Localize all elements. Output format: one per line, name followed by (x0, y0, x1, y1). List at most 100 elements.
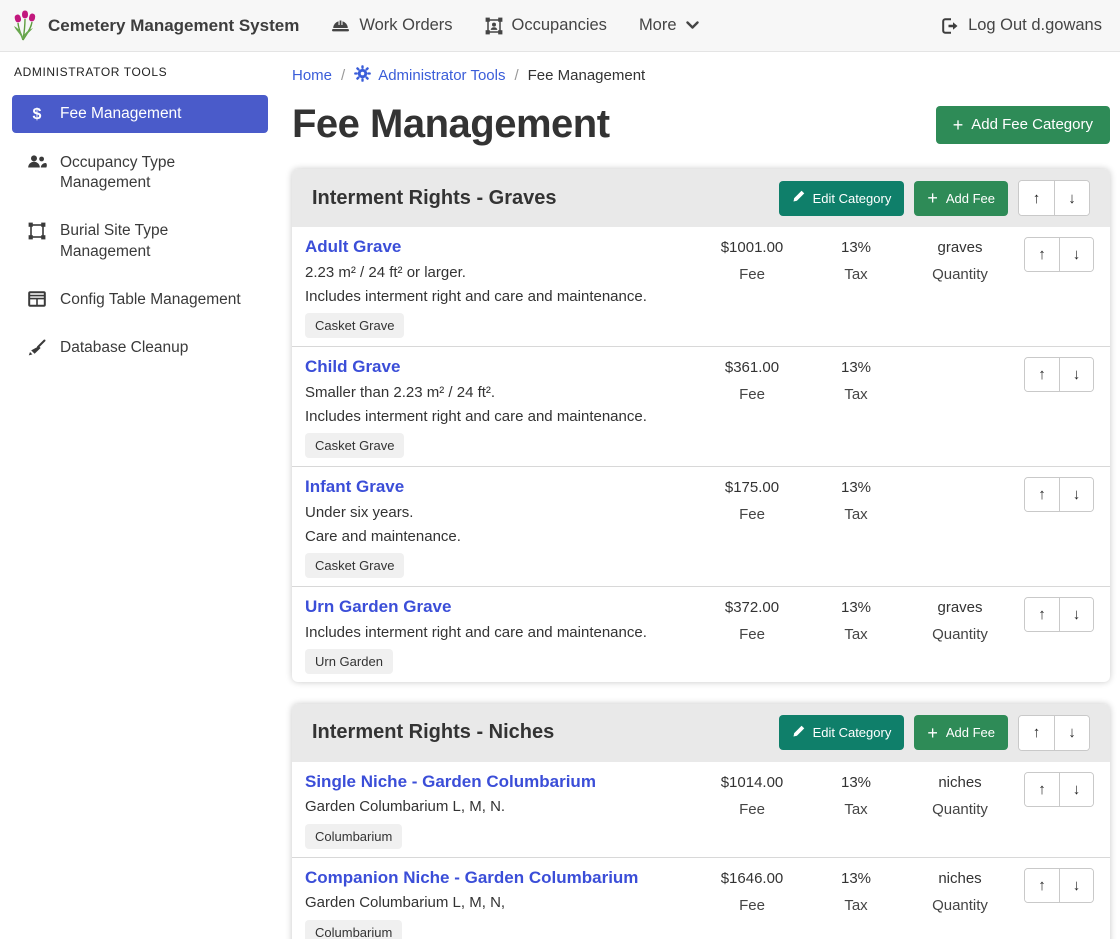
fee-description: Includes interment right and care and ma… (305, 408, 694, 425)
tulip-logo-icon (10, 10, 40, 42)
move-fee-down-button[interactable]: ↓ (1059, 478, 1093, 511)
fee-amount: $1646.00 (700, 870, 804, 888)
quantity-value: niches (908, 870, 1012, 888)
move-category-up-button[interactable]: ↑ (1019, 716, 1054, 750)
brand-link[interactable]: Cemetery Management System (10, 10, 299, 42)
fee-row: Single Niche - Garden Columbarium Garden… (292, 762, 1110, 858)
quantity-label: Quantity (908, 626, 1012, 644)
move-fee-up-button[interactable]: ↑ (1025, 773, 1059, 806)
nav-logout[interactable]: Log Out d.gowans (940, 16, 1102, 35)
fee-reorder-buttons: ↑ ↓ (1024, 477, 1094, 512)
sidebar-item-config-table-management[interactable]: Config Table Management (12, 282, 268, 318)
breadcrumb-current: Fee Management (528, 67, 646, 84)
brand-title: Cemetery Management System (48, 16, 299, 36)
fee-row: Urn Garden Grave Includes interment righ… (292, 587, 1110, 682)
fee-row: Adult Grave 2.23 m² / 24 ft² or larger. … (292, 227, 1110, 347)
tax-value: 13% (804, 239, 908, 257)
tax-column: 13% Tax (804, 357, 908, 404)
fee-description: 2.23 m² / 24 ft² or larger. (305, 264, 694, 281)
fee-amount: $1014.00 (700, 774, 804, 792)
fee-amount: $361.00 (700, 359, 804, 377)
nav-more-label: More (639, 16, 677, 35)
move-fee-down-button[interactable]: ↓ (1059, 238, 1093, 271)
top-navbar: Cemetery Management System Work Orders (0, 0, 1120, 52)
fee-type-badge: Columbarium (305, 920, 402, 939)
move-fee-down-button[interactable]: ↓ (1059, 773, 1093, 806)
sidebar-item-fee-management[interactable]: $ Fee Management (12, 95, 268, 133)
logout-icon (940, 17, 959, 35)
breadcrumb-home-link[interactable]: Home (292, 67, 332, 84)
add-fee-category-button[interactable]: + Add Fee Category (936, 106, 1110, 144)
fee-name-link[interactable]: Adult Grave (305, 237, 401, 257)
fee-category-card-graves: Interment Rights - Graves Edit Category … (292, 169, 1110, 682)
add-fee-label: Add Fee (946, 191, 995, 206)
nav-occupancies[interactable]: Occupancies (485, 16, 607, 35)
quantity-column-empty (908, 357, 1012, 359)
tax-label: Tax (804, 801, 908, 819)
category-title: Interment Rights - Niches (312, 721, 769, 744)
sidebar-item-label: Config Table Management (60, 290, 241, 310)
vector-square-icon (27, 222, 47, 240)
sidebar-item-database-cleanup[interactable]: Database Cleanup (12, 330, 268, 366)
hard-hat-icon (331, 17, 350, 34)
fee-name-link[interactable]: Companion Niche - Garden Columbarium (305, 868, 638, 888)
fee-description: Includes interment right and care and ma… (305, 288, 694, 305)
move-fee-down-button[interactable]: ↓ (1059, 358, 1093, 391)
quantity-column: graves Quantity (908, 597, 1012, 644)
fee-type-badge: Casket Grave (305, 433, 404, 458)
nav-work-orders[interactable]: Work Orders (331, 16, 452, 35)
quantity-column: niches Quantity (908, 772, 1012, 819)
fee-amount: $372.00 (700, 599, 804, 617)
fee-row: Child Grave Smaller than 2.23 m² / 24 ft… (292, 347, 1110, 467)
category-title: Interment Rights - Graves (312, 187, 769, 210)
fee-category-card-niches: Interment Rights - Niches Edit Category … (292, 704, 1110, 939)
nav-work-orders-label: Work Orders (359, 16, 452, 35)
nav-more[interactable]: More (639, 16, 699, 35)
pencil-icon (792, 190, 805, 206)
quantity-label: Quantity (908, 801, 1012, 819)
fee-amount: $175.00 (700, 479, 804, 497)
sidebar-item-occupancy-type-management[interactable]: Occupancy Type Management (12, 145, 268, 201)
move-fee-up-button[interactable]: ↑ (1025, 478, 1059, 511)
plus-icon: + (927, 724, 938, 742)
quantity-column-empty (908, 477, 1012, 479)
edit-category-button[interactable]: Edit Category (779, 181, 905, 216)
move-fee-up-button[interactable]: ↑ (1025, 358, 1059, 391)
fee-name-link[interactable]: Infant Grave (305, 477, 404, 497)
broom-icon (27, 339, 47, 357)
move-category-down-button[interactable]: ↓ (1054, 716, 1089, 750)
move-fee-up-button[interactable]: ↑ (1025, 869, 1059, 902)
fee-label: Fee (700, 801, 804, 819)
fee-reorder-buttons: ↑ ↓ (1024, 237, 1094, 272)
fee-label: Fee (700, 386, 804, 404)
quantity-column: graves Quantity (908, 237, 1012, 284)
move-fee-down-button[interactable]: ↓ (1059, 869, 1093, 902)
breadcrumb-admin-tools-label: Administrator Tools (378, 67, 505, 84)
fee-description: Under six years. (305, 504, 694, 521)
fee-amount-column: $361.00 Fee (700, 357, 804, 404)
fee-row: Infant Grave Under six years. Care and m… (292, 467, 1110, 587)
move-fee-up-button[interactable]: ↑ (1025, 598, 1059, 631)
tax-value: 13% (804, 359, 908, 377)
tax-value: 13% (804, 479, 908, 497)
move-category-down-button[interactable]: ↓ (1054, 181, 1089, 215)
fee-name-link[interactable]: Child Grave (305, 357, 400, 377)
nav-logout-label: Log Out d.gowans (968, 16, 1102, 35)
tax-value: 13% (804, 870, 908, 888)
sidebar-item-burial-site-type-management[interactable]: Burial Site Type Management (12, 213, 268, 269)
edit-category-label: Edit Category (813, 725, 892, 740)
fee-name-link[interactable]: Single Niche - Garden Columbarium (305, 772, 596, 792)
add-fee-button[interactable]: + Add Fee (914, 181, 1008, 216)
tax-column: 13% Tax (804, 868, 908, 915)
fee-name-link[interactable]: Urn Garden Grave (305, 597, 451, 617)
move-category-up-button[interactable]: ↑ (1019, 181, 1054, 215)
breadcrumb-separator: / (341, 67, 345, 84)
table-icon (27, 291, 47, 307)
move-fee-down-button[interactable]: ↓ (1059, 598, 1093, 631)
move-fee-up-button[interactable]: ↑ (1025, 238, 1059, 271)
breadcrumb-admin-tools-link[interactable]: Administrator Tools (354, 65, 505, 86)
pencil-icon (792, 725, 805, 741)
add-fee-button[interactable]: + Add Fee (914, 715, 1008, 750)
fee-type-badge: Casket Grave (305, 553, 404, 578)
edit-category-button[interactable]: Edit Category (779, 715, 905, 750)
